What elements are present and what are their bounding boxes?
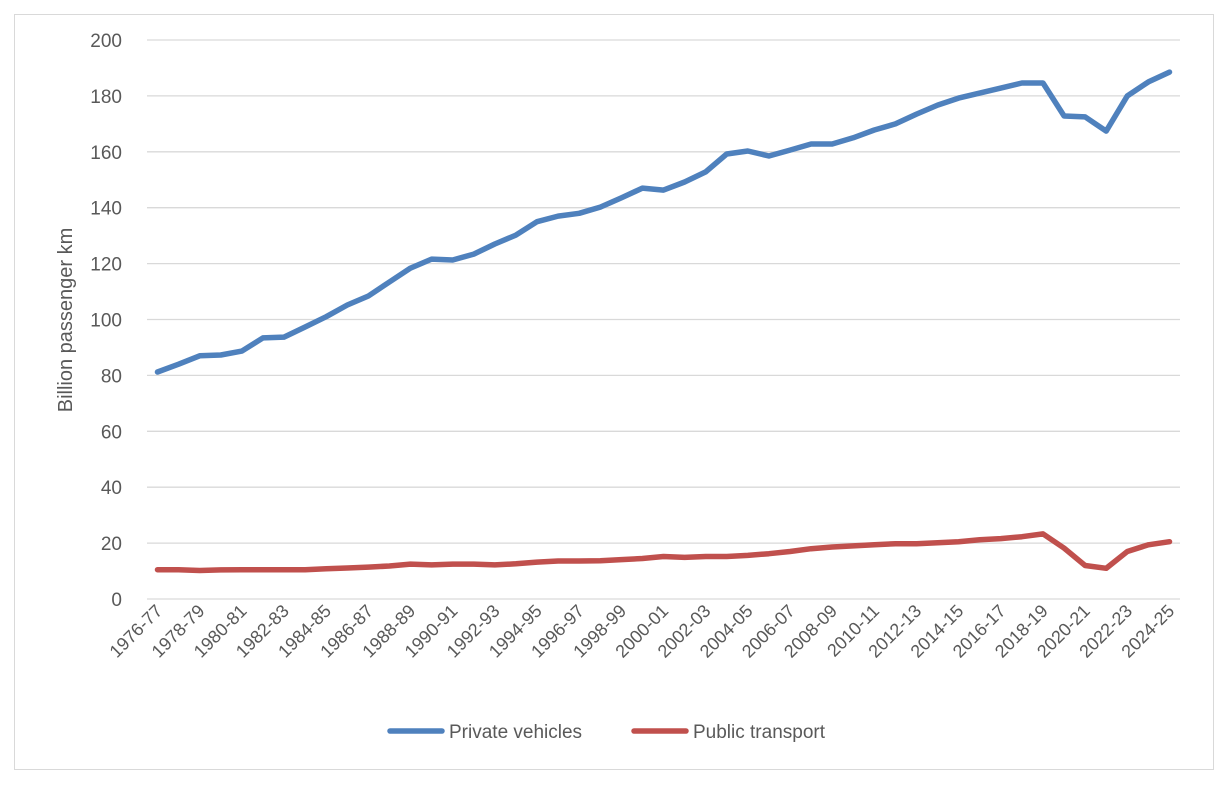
series-line-private-vehicles — [154, 69, 1173, 375]
y-tick-label: 80 — [101, 366, 122, 387]
legend-label: Public transport — [693, 722, 826, 743]
y-axis-label: Billion passenger km — [55, 228, 77, 413]
y-tick-label: 120 — [90, 255, 122, 276]
y-tick-labels: 0 20 40 60 80 100 120 140 160 180 200 — [90, 31, 122, 611]
y-tick-label: 40 — [101, 478, 122, 499]
y-tick-label: 60 — [101, 422, 122, 443]
y-tick-label: 180 — [90, 87, 122, 108]
chart-frame — [14, 14, 1214, 770]
y-tick-label: 140 — [90, 199, 122, 220]
y-tick-label: 20 — [101, 534, 122, 555]
y-tick-label: 200 — [90, 31, 122, 52]
series-lines — [154, 69, 1173, 574]
x-tick-labels: 1976-771978-791980-811982-831984-851986-… — [106, 601, 1179, 662]
gridlines — [147, 39, 1180, 600]
legend-label: Private vehicles — [449, 722, 582, 743]
series-line-public-transport — [154, 531, 1173, 574]
y-tick-label: 100 — [90, 311, 122, 332]
y-tick-label: 160 — [90, 143, 122, 164]
y-tick-label: 0 — [111, 590, 122, 611]
legend: Private vehicles Public transport — [387, 722, 826, 743]
